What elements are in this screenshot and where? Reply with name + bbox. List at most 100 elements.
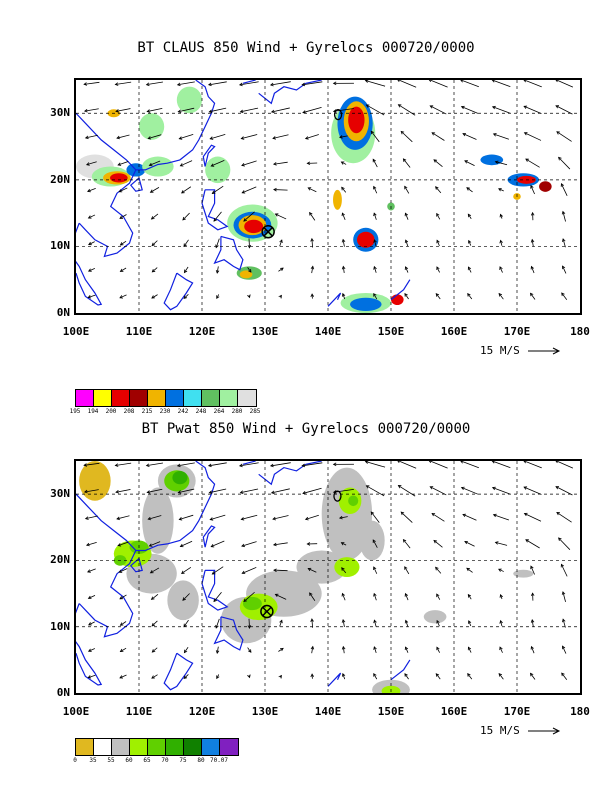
wind-vector: [182, 212, 190, 221]
wind-vector: [272, 134, 289, 140]
wind-vector: [341, 618, 346, 628]
wind-vector: [207, 81, 227, 87]
colorbar-label: 70.07: [209, 757, 229, 764]
gyre-marker-2-icon: [333, 108, 343, 121]
coastline: [76, 112, 137, 258]
wind-vector: [213, 211, 222, 222]
shading-contour: [539, 181, 552, 192]
wind-vector: [530, 292, 536, 300]
wind-vector: [341, 567, 347, 574]
wind-vector: [247, 618, 252, 629]
wind-vector: [247, 294, 251, 299]
wind-vector: [310, 673, 315, 679]
wind-vector: [340, 542, 347, 546]
wind-vector: [530, 619, 535, 627]
wind-vector: [115, 108, 131, 113]
wind-vector: [558, 537, 571, 550]
wind-vector: [341, 645, 346, 654]
shading-contour: [239, 270, 253, 279]
x-tick-label: 130E: [251, 705, 279, 718]
wind-vector: [310, 265, 315, 274]
wind-vector: [555, 486, 573, 496]
wind-vector: [338, 515, 348, 520]
wind-vector: [272, 161, 288, 166]
x-tick-label: 180: [570, 705, 590, 718]
wind-vector: [561, 591, 566, 602]
colorbar-label: 264: [213, 408, 225, 415]
wind-vector: [240, 134, 258, 140]
wind-vector: [309, 592, 316, 601]
wind-vector: [279, 619, 283, 627]
colorbar-swatch: [220, 739, 238, 755]
wind-vector: [149, 567, 160, 574]
wind-vector: [85, 542, 97, 547]
colorbar-label: 285: [249, 408, 261, 415]
wind-vector: [304, 514, 319, 521]
colorbar-label: 75: [179, 757, 187, 764]
wind-vector: [561, 210, 566, 222]
wind-vector: [116, 515, 130, 521]
colorbar-label: 60: [125, 757, 133, 764]
colorbar-swatch: [112, 739, 130, 755]
colorbar-label: 242: [177, 408, 189, 415]
wind-vector: [364, 80, 386, 87]
y-tick-label: 30N: [50, 106, 70, 120]
wind-vector: [243, 211, 255, 222]
wind-vector: [301, 81, 323, 87]
wind-vector: [433, 539, 443, 548]
wind-vector: [428, 80, 448, 88]
wind-vector: [307, 567, 317, 573]
colorbar-label: 200: [105, 408, 117, 415]
wind-vector: [341, 265, 346, 274]
wind-vector: [460, 461, 479, 469]
panel2-scale-label: 15 M/S: [480, 724, 520, 737]
wind-vector: [498, 672, 504, 680]
wind-vector: [494, 160, 508, 166]
gyre-marker-icon: [260, 604, 274, 619]
shading-contour: [348, 106, 365, 134]
coastline: [390, 659, 411, 681]
wind-vector: [310, 293, 315, 299]
wind-vector: [176, 462, 195, 468]
wind-vector: [498, 568, 504, 572]
wind-vector: [560, 183, 568, 197]
coastline: [242, 80, 256, 84]
x-tick-label: 110E: [125, 325, 153, 338]
wind-vector: [150, 594, 159, 600]
colorbar-label: 65: [143, 757, 151, 764]
coastline: [201, 569, 229, 611]
wind-vector: [436, 212, 441, 220]
colorbar-label: 35: [89, 757, 97, 764]
colorbar-label: 80: [197, 757, 205, 764]
wind-vector: [119, 214, 127, 219]
shading-contour: [172, 470, 188, 485]
wind-vector: [145, 81, 164, 87]
colorbar-swatch: [184, 390, 202, 406]
wind-vector: [397, 461, 417, 469]
wind-vector: [301, 462, 323, 468]
colorbar-label: 70: [161, 757, 169, 764]
wind-vector: [365, 485, 385, 497]
wind-vector: [146, 107, 163, 113]
shading-contour: [513, 569, 534, 578]
wind-vector: [404, 266, 409, 273]
coastline: [129, 557, 143, 573]
wind-vector: [240, 514, 258, 521]
wind-vector: [561, 292, 568, 300]
wind-vector: [114, 81, 132, 86]
gyre-marker-icon: [261, 225, 275, 239]
wind-vector: [119, 674, 127, 679]
wind-vector: [84, 515, 98, 520]
y-tick-label: 0N: [56, 306, 70, 319]
coastline: [258, 80, 322, 105]
wind-vector: [273, 568, 288, 572]
colorbar-swatch: [166, 739, 184, 755]
wind-vector: [178, 514, 194, 521]
wind-vector: [211, 185, 224, 194]
wind-vector: [556, 131, 572, 142]
wind-vector: [119, 240, 127, 246]
colorbar-label: 194: [87, 408, 99, 415]
wind-vector: [370, 130, 380, 143]
wind-vector: [400, 130, 413, 143]
wind-vector: [560, 563, 568, 577]
